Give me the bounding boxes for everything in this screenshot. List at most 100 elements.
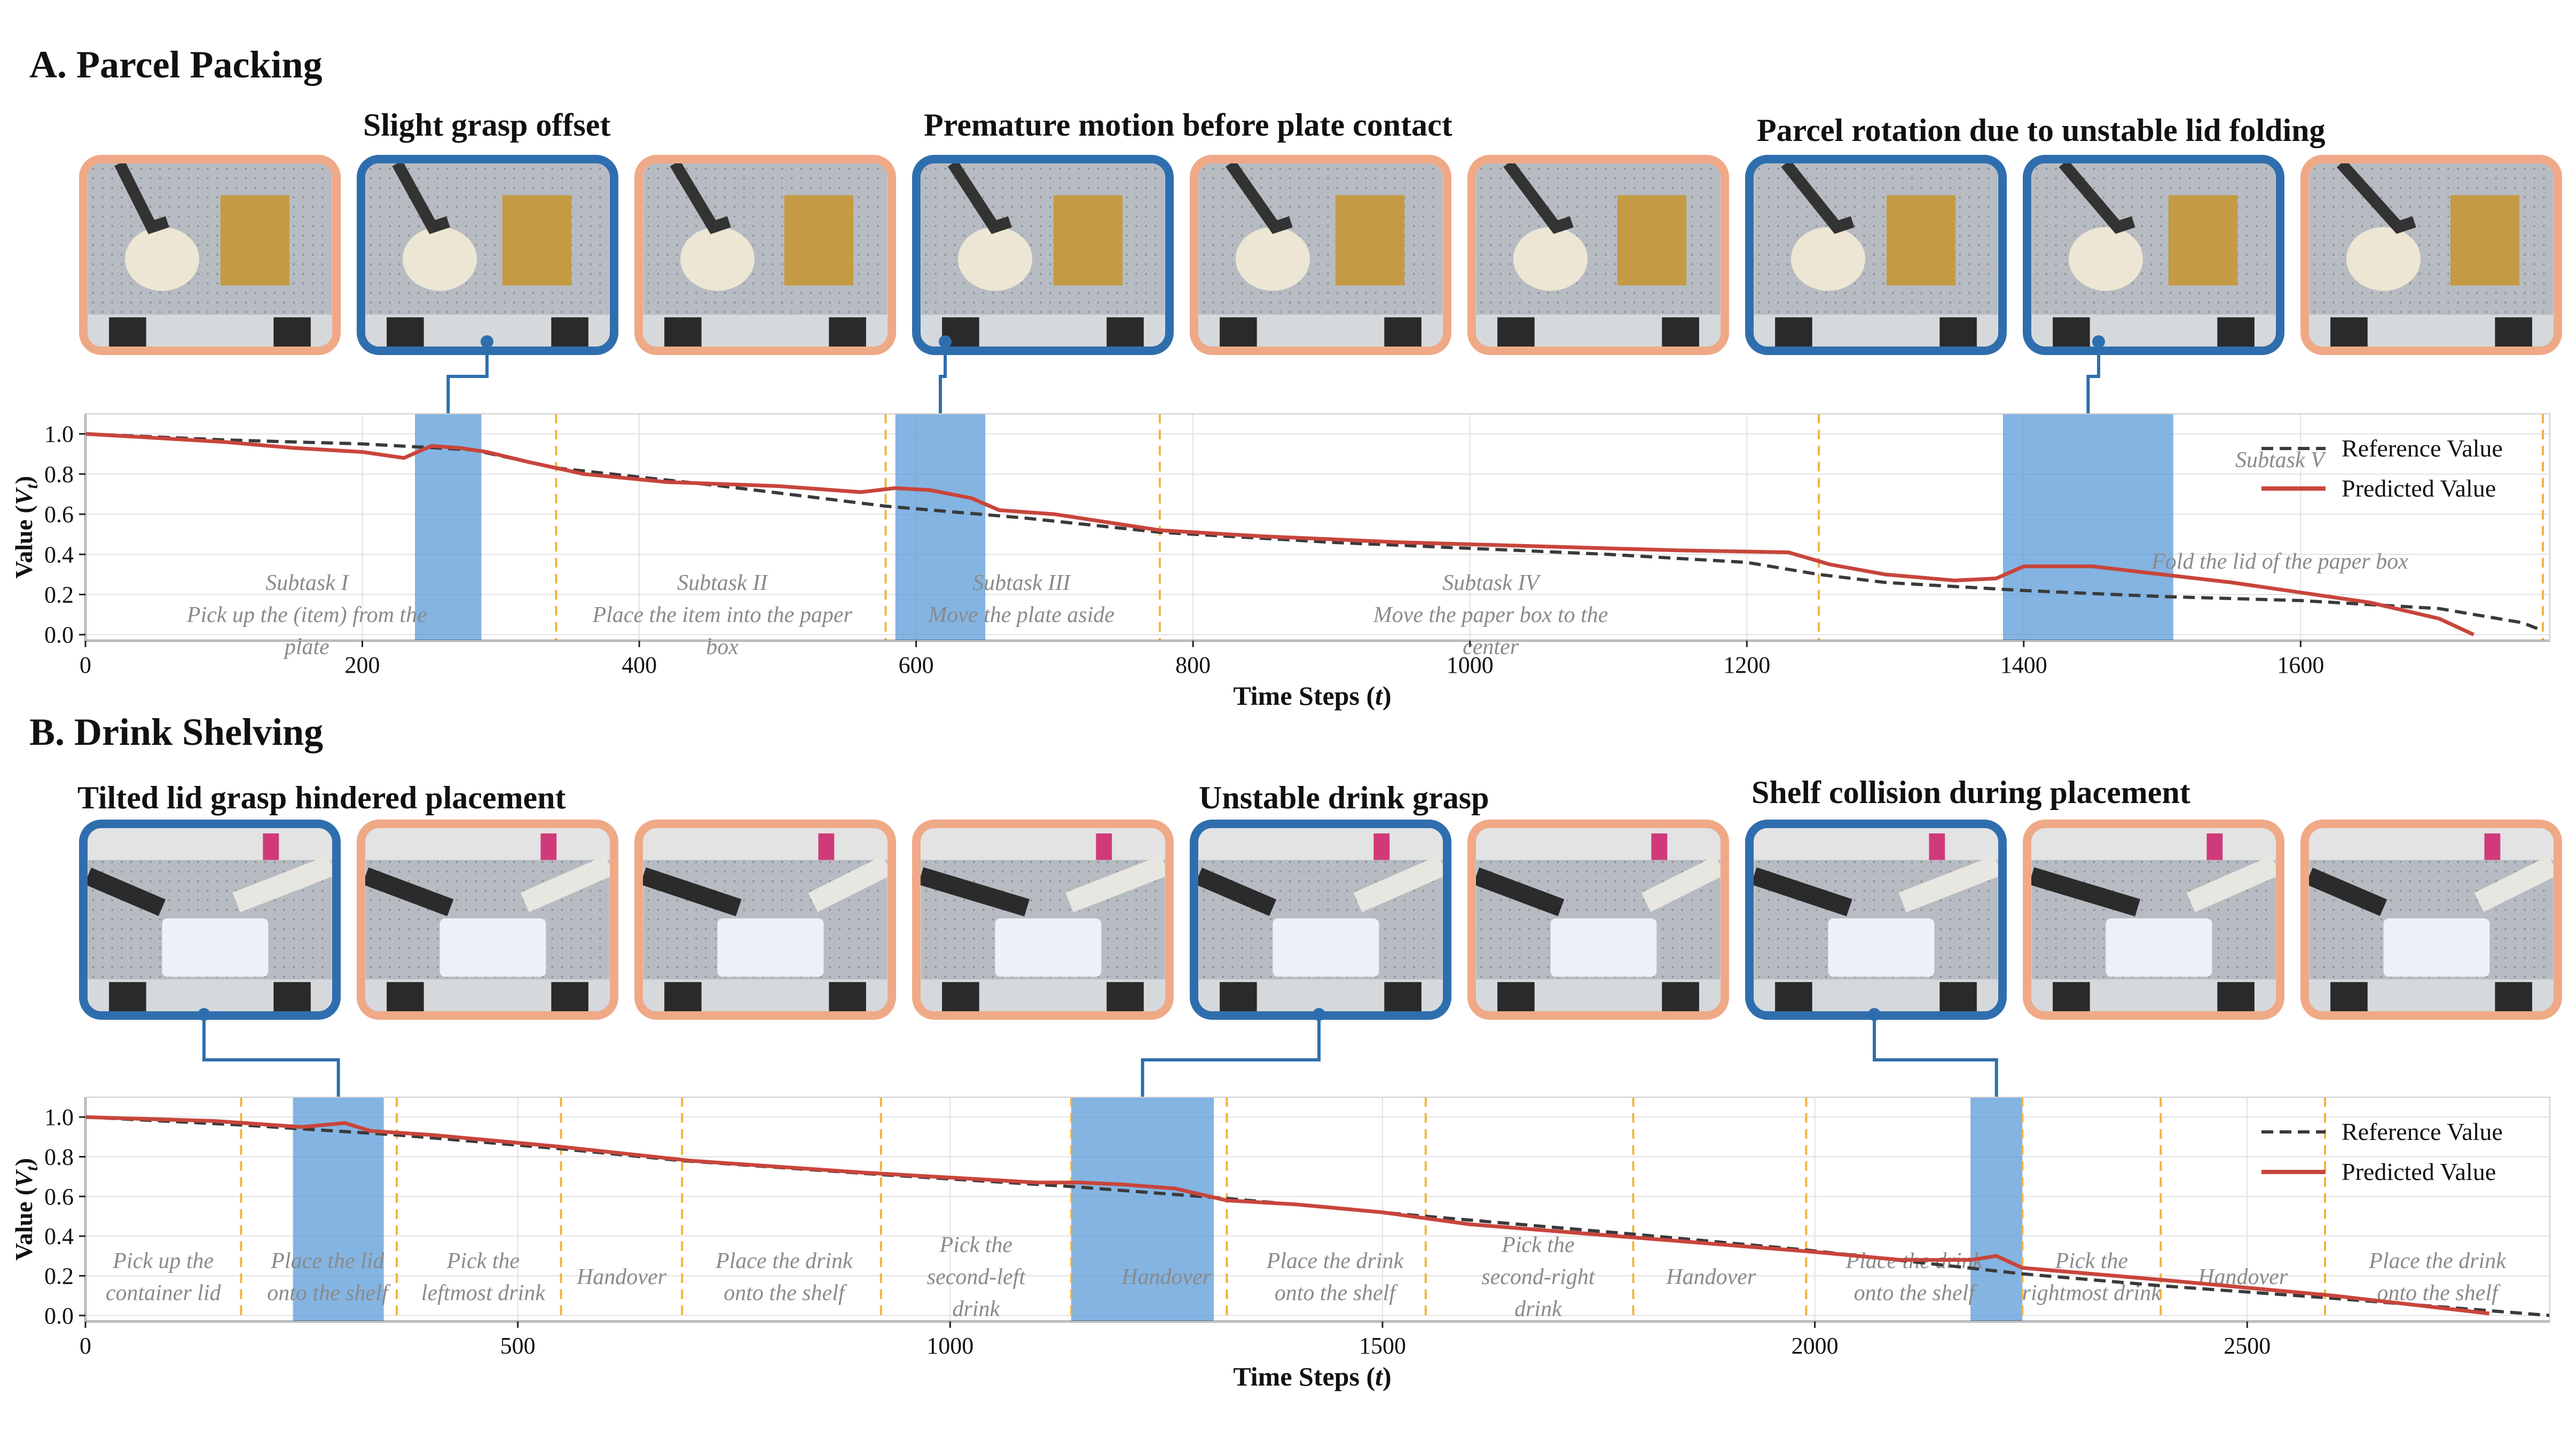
panel-a-connector-2 — [938, 342, 947, 414]
panel-a-connector-knob-2 — [939, 335, 952, 348]
panel-b-caption-2: Unstable drink grasp — [1199, 780, 1489, 815]
panel-b-subtask-desc: Handover — [576, 1265, 667, 1289]
panel-a-x-tick-label: 1200 — [1723, 652, 1770, 678]
robot-arm-plate-box-icon — [79, 155, 341, 355]
panel-a-x-tick-label: 1600 — [2277, 652, 2324, 678]
panel-a-y-tick-label: 0.2 — [44, 581, 74, 608]
robot-arm-drink-icon — [1190, 820, 1451, 1020]
robot-arm-plate-box-icon — [634, 155, 896, 355]
panel-a-subtask-desc: Move the plate aside — [928, 603, 1114, 627]
panel-b-subtask-desc: Handover — [1666, 1265, 1756, 1289]
panel-a-subtask-desc: box — [706, 635, 739, 659]
panel-b-connector-knob-3 — [1868, 1008, 1881, 1021]
panel-b-subtask-desc: onto the shelf — [267, 1281, 391, 1305]
panel-b-x-tick-label: 1000 — [926, 1333, 973, 1359]
panel-b-subtask-desc: Place the drink — [1266, 1249, 1404, 1273]
panel-b-x-tick-label: 1500 — [1359, 1333, 1406, 1359]
panel-a-y-tick-label: 0.4 — [44, 541, 74, 568]
panel-a-caption-1: Slight grasp offset — [363, 107, 611, 143]
panel-a-x-tick-label: 1400 — [2000, 652, 2047, 678]
panel-b-x-tick-label: 2000 — [1792, 1333, 1839, 1359]
panel-b-subtask-desc: Handover — [1121, 1265, 1212, 1289]
robot-arm-lid-fold-icon — [2023, 155, 2284, 355]
panel-b-subtask-desc: onto the shelf — [724, 1281, 847, 1305]
panel-b-connector-1 — [202, 1014, 340, 1097]
panel-b-reference-line — [85, 1115, 2550, 1317]
panel-a-subtask-name: Subtask IV — [1442, 571, 1541, 595]
panel-b-subtask-desc: onto the shelf — [1275, 1281, 1399, 1305]
robot-arm-box-center-icon — [1467, 155, 1729, 355]
robot-arm-shelf-icon — [2300, 820, 2562, 1020]
panel-b-x-tick-label: 500 — [500, 1333, 536, 1359]
panel-a-connector-knob-1 — [481, 335, 493, 348]
robot-arm-drink-icon — [634, 820, 896, 1020]
panel-b-y-tick-label: 0.6 — [44, 1184, 74, 1210]
panel-a-subtask-desc: Pick up the (item) from the — [186, 603, 427, 627]
panel-a-subtask-name: Subtask II — [677, 571, 768, 595]
panel-a-subtask-desc: Place the item into the paper — [592, 603, 852, 627]
panel-b-legend-predicted-label: Predicted Value — [2342, 1158, 2496, 1185]
panel-a-legend-reference-label: Reference Value — [2342, 435, 2503, 462]
panel-b-predicted-line — [85, 1115, 2489, 1316]
panel-a-x-tick-label: 200 — [345, 652, 380, 678]
panel-b-connector-3 — [1873, 1014, 1998, 1097]
robot-arm-grasp-icon — [912, 155, 1174, 355]
panel-b-y-tick-label: 0.8 — [44, 1144, 74, 1170]
panel-a-connector-knob-3 — [2092, 335, 2105, 348]
panel-a-subtask-desc: Move the paper box to the — [1373, 603, 1608, 627]
panel-b-subtask-desc: Place the drink — [2368, 1249, 2507, 1273]
panel-a-subtask-name: Subtask III — [972, 571, 1071, 595]
panel-b-subtask-desc: Pick up the — [112, 1249, 214, 1273]
panel-a-subtask-desc: Fold the lid of the paper box — [2151, 549, 2408, 574]
panel-a-subtask-name: Subtask I — [265, 571, 349, 595]
panel-a-y-tick-label: 0.8 — [44, 461, 74, 487]
panel-a-caption-2: Premature motion before plate contact — [924, 107, 1452, 143]
robot-arm-shelf-icon — [1745, 820, 2007, 1020]
panel-b-title: B. Drink Shelving — [29, 711, 324, 753]
robot-arm-grasp-icon — [357, 155, 618, 355]
panel-b-subtask-desc: Pick the — [446, 1249, 520, 1273]
panel-b-x-axis-label: Time Steps (t) — [1233, 1362, 1391, 1391]
robot-arm-shelf-icon — [357, 820, 618, 1020]
panel-a-highlight-1 — [415, 414, 482, 641]
panel-b-subtask-desc: leftmost drink — [421, 1281, 546, 1305]
panel-a-x-tick-label: 400 — [622, 652, 657, 678]
panel-b-connector-2 — [1141, 1014, 1321, 1097]
panel-a-highlight-2 — [895, 414, 986, 641]
panel-a-reference-line — [85, 432, 2544, 632]
robot-arm-handover-icon — [2023, 820, 2284, 1020]
panel-b-y-tick-label: 0.0 — [44, 1303, 74, 1329]
panel-a-x-tick-label: 1000 — [1447, 652, 1494, 678]
panel-b-subtask-desc: second-left — [927, 1265, 1026, 1289]
robot-arm-plate-box-icon — [1190, 155, 1451, 355]
panel-a-predicted-line — [85, 432, 2475, 636]
panel-b-x-tick-label: 2500 — [2224, 1333, 2271, 1359]
panel-a-y-tick-label: 1.0 — [44, 421, 74, 447]
panel-b-y-axis-label: Value (Vt) — [10, 1158, 41, 1261]
panel-a-caption-3: Parcel rotation due to unstable lid fold… — [1757, 113, 2326, 148]
panel-b-subtask-desc: Pick the — [939, 1233, 1012, 1257]
panel-b-subtask-desc: container lid — [106, 1281, 222, 1305]
panel-b-x-tick-label: 0 — [80, 1333, 91, 1359]
panel-a-y-axis-label: Value (Vt) — [10, 476, 41, 579]
panel-a-plot-frame — [85, 413, 2550, 641]
panel-b-y-tick-label: 1.0 — [44, 1104, 74, 1130]
panel-b-connector-knob-2 — [1313, 1008, 1325, 1021]
panel-b-caption-1: Tilted lid grasp hindered placement — [77, 780, 566, 815]
panel-b-connector-knob-1 — [198, 1008, 210, 1021]
robot-arm-lid-icon — [79, 820, 341, 1020]
panel-a-subtask-desc: center — [1463, 635, 1519, 659]
panel-b-subtask-desc: drink — [953, 1297, 1001, 1321]
robot-arm-handover-icon — [1467, 820, 1729, 1020]
robot-arm-handover-icon — [912, 820, 1174, 1020]
panel-a-x-axis-label: Time Steps (t) — [1233, 681, 1391, 711]
robot-arm-lid-fold-icon — [1745, 155, 2007, 355]
panel-b-highlight-3 — [1970, 1097, 2023, 1321]
panel-b-subtask-desc: Place the drink — [715, 1249, 853, 1273]
panel-a-highlight-3 — [2002, 414, 2173, 641]
panel-b-subtask-desc: Place the lid — [270, 1249, 384, 1273]
panel-a-x-tick-label: 0 — [80, 652, 91, 678]
panel-a-y-tick-label: 0.0 — [44, 622, 74, 648]
panel-b-legend-reference-label: Reference Value — [2342, 1118, 2503, 1145]
